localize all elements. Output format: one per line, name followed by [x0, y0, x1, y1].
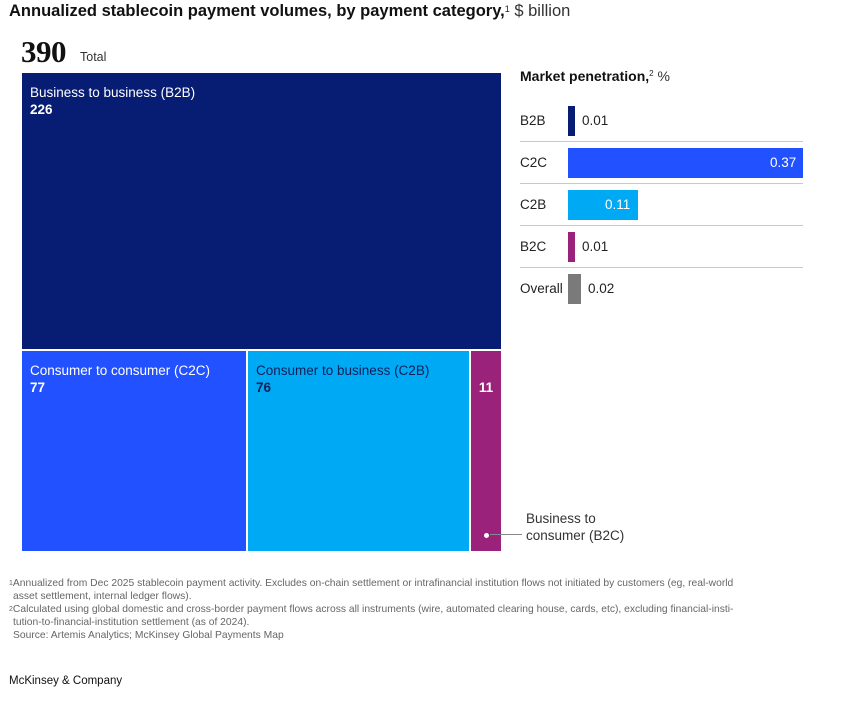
treemap-tile-c2c-label: Consumer to consumer (C2C)	[30, 363, 211, 378]
mp-bar-b2c	[568, 232, 575, 262]
footnote-1-line-1: Annualized from Dec 2025 stablecoin paym…	[12, 578, 734, 589]
footnote-2-cont: tution-to-financial-institution settleme…	[13, 617, 250, 628]
mp-bar-b2b	[568, 106, 575, 136]
treemap-tile-c2c: Consumer to consumer (C2C) 77	[21, 350, 247, 552]
treemap-tile-b2b: Business to business (B2B) 226	[21, 72, 502, 350]
mp-bar-overall	[568, 274, 581, 304]
brand-logo-text: McKinsey & Company	[9, 675, 123, 687]
footnote-1-cont: asset settlement, internal ledger flows)…	[13, 591, 192, 602]
treemap-tile-b2c-value: 11	[478, 380, 494, 395]
total-label: Total	[80, 50, 107, 64]
market-penetration-title: Market penetration,2 %	[520, 68, 670, 84]
footnote-1-mark: 1	[9, 580, 13, 587]
chart-title: Annualized stablecoin payment volumes, b…	[9, 2, 570, 21]
mp-bar-c2c	[568, 148, 803, 178]
mp-category-label-c2c: C2C	[520, 155, 548, 170]
footnote-2: 2Calculated using global domestic and cr…	[9, 603, 829, 616]
treemap-tile-c2b-value: 76	[256, 380, 272, 395]
treemap-tile-b2b-value: 226	[30, 102, 53, 117]
b2c-callout-label: Business to consumer (B2C)	[526, 511, 625, 543]
mp-value-label-overall: 0.02	[588, 281, 615, 296]
market-penetration-title-text: Market penetration,	[520, 68, 650, 84]
mp-row-b2c: B2C 0.01	[520, 226, 803, 268]
mp-value-label-b2b: 0.01	[582, 113, 609, 128]
footnote-2-mark: 2	[9, 606, 13, 613]
mp-row-overall: Overall 0.02	[520, 268, 803, 310]
mp-row-c2b: C2B 0.11	[520, 184, 803, 226]
mp-row-b2b: B2B 0.01	[520, 100, 803, 142]
mp-category-label-overall: Overall	[520, 281, 563, 296]
footnote-2-line-1: Calculated using global domestic and cro…	[12, 604, 734, 615]
mp-category-label-b2c: B2C	[520, 239, 547, 254]
chart-title-text: Annualized stablecoin payment volumes, b…	[9, 2, 505, 20]
market-penetration-footnote-mark: 2	[649, 69, 654, 78]
footnote-1: 1Annualized from Dec 2025 stablecoin pay…	[9, 577, 829, 590]
mp-category-label-c2b: C2B	[520, 197, 547, 212]
treemap-tile-c2c-value: 77	[30, 380, 46, 395]
treemap-tile-b2b-label: Business to business (B2B)	[30, 85, 196, 100]
treemap-tile-b2c: 11	[470, 350, 502, 552]
mp-value-label-b2c: 0.01	[582, 239, 609, 254]
total-value: 390	[21, 34, 67, 69]
b2c-callout-dot	[484, 533, 489, 538]
mp-category-label-b2b: B2B	[520, 113, 546, 128]
mp-row-c2c: C2C 0.37	[520, 142, 803, 184]
treemap-tile-c2b: Consumer to business (C2B) 76	[247, 350, 470, 552]
mp-value-label-c2c: 0.37	[770, 155, 797, 170]
mp-value-label-c2b: 0.11	[605, 197, 631, 212]
chart-title-footnote-mark: 1	[504, 4, 510, 14]
mp-bar-c2b	[568, 190, 638, 220]
b2c-callout-line	[490, 534, 522, 535]
treemap-tile-c2b-label: Consumer to business (C2B)	[256, 363, 430, 378]
source-note: Source: Artemis Analytics; McKinsey Glob…	[13, 630, 284, 641]
footnotes: 1Annualized from Dec 2025 stablecoin pay…	[9, 577, 829, 642]
chart-title-unit: $ billion	[514, 2, 571, 20]
market-penetration-unit: %	[657, 68, 670, 84]
treemap: Business to business (B2B) 226 Consumer to…	[21, 72, 502, 552]
